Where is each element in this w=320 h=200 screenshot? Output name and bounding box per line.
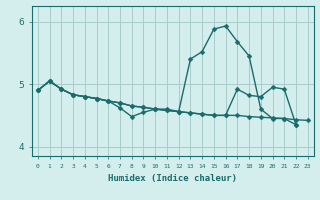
X-axis label: Humidex (Indice chaleur): Humidex (Indice chaleur) — [108, 174, 237, 183]
